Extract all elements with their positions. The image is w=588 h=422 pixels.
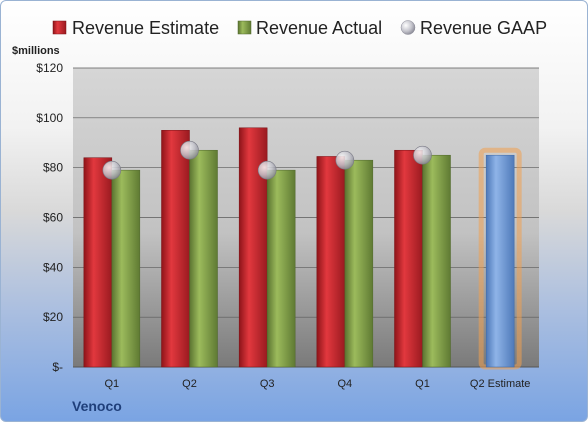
- x-category-label: Q2 Estimate: [470, 378, 531, 390]
- bar-revenue-actual: [266, 169, 296, 368]
- bar-revenue-estimate: [83, 157, 113, 368]
- gaap-markers: [102, 140, 432, 180]
- legend: Revenue Estimate Revenue Actual Revenue …: [52, 18, 547, 38]
- bar-revenue-estimate: [161, 130, 190, 368]
- bars: [83, 127, 522, 370]
- x-category-label: Q4: [337, 378, 352, 390]
- legend-swatch-revenue-estimate: [52, 20, 67, 35]
- y-tick-label: $80: [43, 161, 63, 175]
- y-tick-label: $100: [36, 111, 63, 125]
- y-tick-label: $40: [43, 260, 63, 274]
- bar-revenue-actual: [344, 159, 374, 368]
- x-axis-categories: Q1 Q2 Q3 Q4 Q1 Q2 Estimate: [104, 378, 530, 390]
- x-category-label: Q3: [260, 378, 275, 390]
- bar-revenue-actual: [189, 149, 218, 368]
- y-tick-label: $-: [52, 360, 63, 374]
- y-axis-unit-label: $millions: [12, 45, 60, 57]
- bar-revenue-estimate: [316, 156, 346, 368]
- y-axis-ticks: $- $20 $40 $60 $80 $100 $120: [36, 61, 63, 374]
- marker-revenue-gaap: [335, 150, 355, 170]
- x-category-label: Q1: [104, 378, 119, 390]
- marker-revenue-gaap: [102, 160, 122, 180]
- y-tick-label: $120: [36, 61, 63, 75]
- marker-revenue-gaap: [257, 160, 277, 180]
- bar-revenue-projection: [485, 154, 515, 368]
- legend-label-revenue-gaap: Revenue GAAP: [420, 18, 547, 38]
- legend-label-revenue-actual: Revenue Actual: [256, 18, 382, 38]
- x-category-label: Q2: [182, 378, 197, 390]
- x-category-label: Q1: [415, 378, 430, 390]
- y-tick-label: $20: [43, 310, 63, 324]
- y-tick-label: $60: [43, 211, 63, 225]
- bar-revenue-actual: [422, 154, 451, 368]
- company-name: Venoco: [72, 398, 122, 414]
- marker-revenue-gaap: [413, 145, 432, 165]
- bar-revenue-actual: [111, 169, 141, 368]
- bar-revenue-estimate: [394, 149, 423, 368]
- legend-label-revenue-estimate: Revenue Estimate: [72, 18, 219, 38]
- legend-swatch-revenue-gaap: [400, 20, 416, 35]
- gridlines: [73, 67, 539, 368]
- legend-swatch-revenue-actual: [237, 20, 252, 35]
- marker-revenue-gaap: [180, 140, 199, 160]
